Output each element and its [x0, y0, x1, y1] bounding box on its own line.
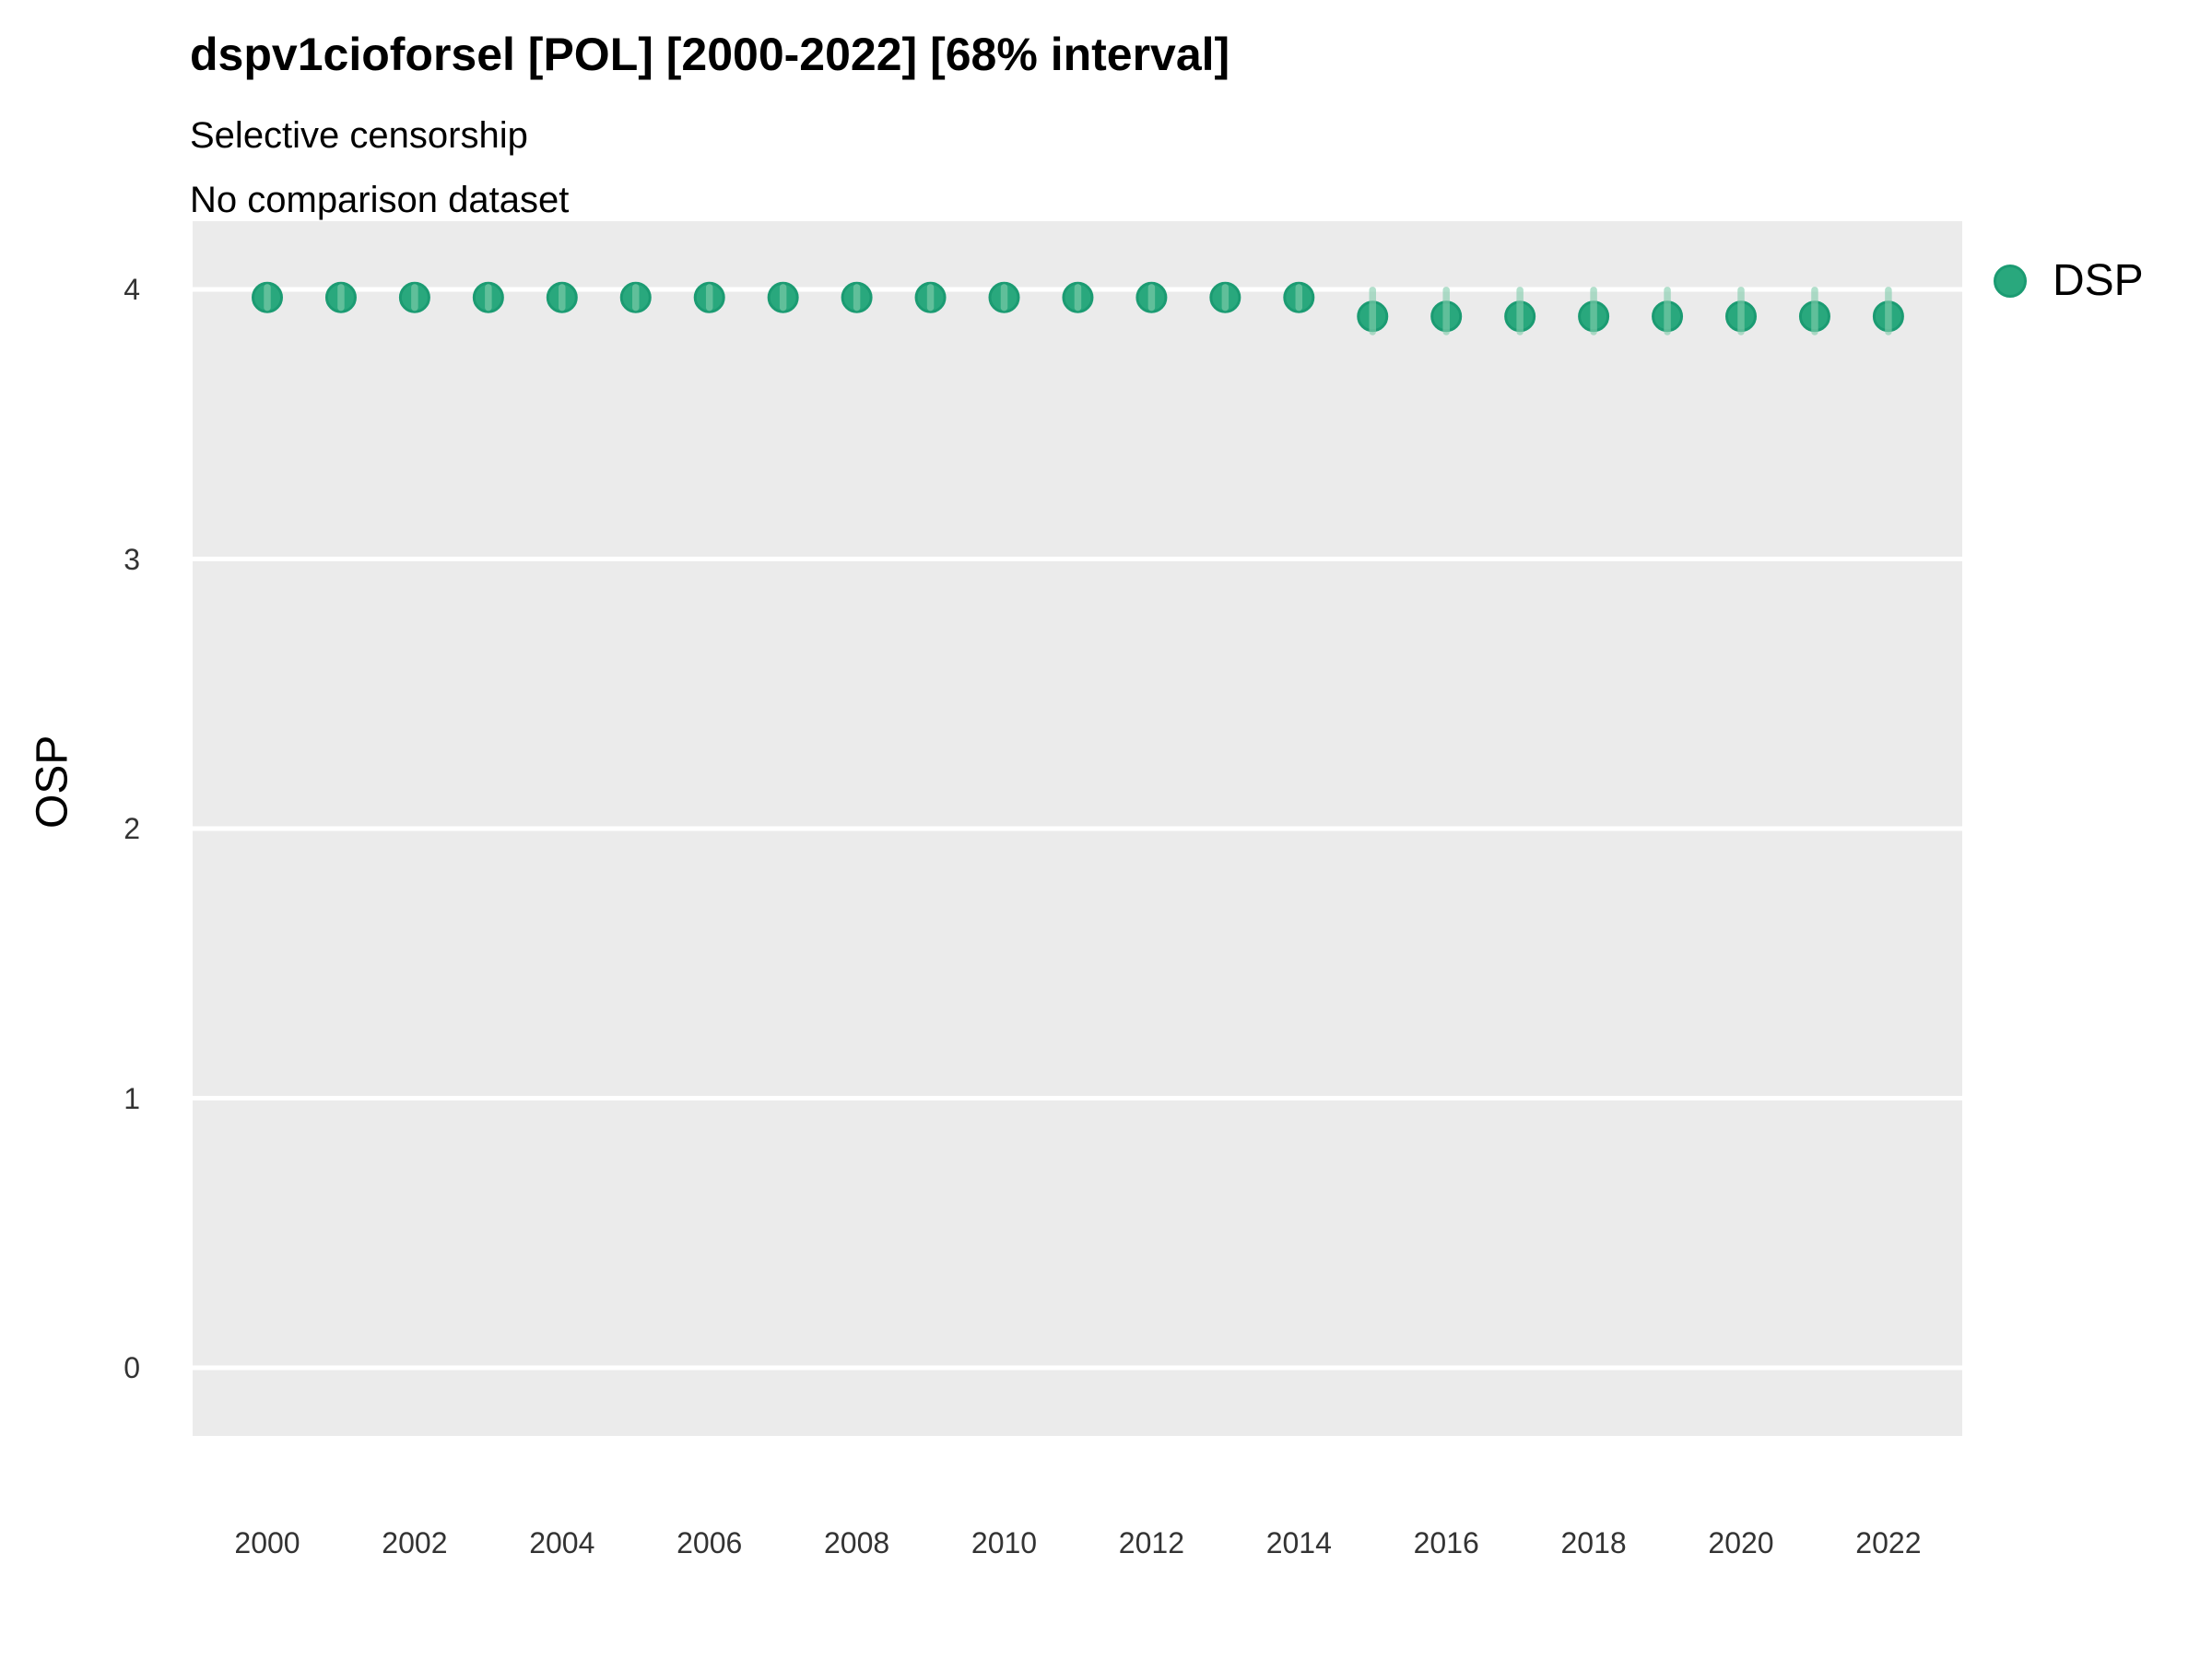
chart-title: dspv1cioforsel [POL] [2000-2022] [68% in…	[190, 29, 1230, 80]
interval-bar-DSP-2011	[1074, 284, 1082, 312]
gridline-y-1	[193, 1096, 1962, 1100]
interval-bar-DSP-2000	[264, 284, 271, 312]
x-tick-label-2018: 2018	[1560, 1526, 1627, 1559]
interval-bar-DSP-2014	[1295, 284, 1303, 312]
y-tick-label-1: 1	[124, 1081, 140, 1115]
interval-bar-DSP-2022	[1885, 287, 1892, 335]
interval-bar-DSP-2006	[705, 284, 713, 312]
x-tick-label-2012: 2012	[1118, 1526, 1184, 1559]
interval-bar-DSP-2015	[1369, 287, 1376, 335]
y-tick-label-4: 4	[124, 273, 140, 306]
chart-subtitle: Selective censorship No comparison datas…	[190, 103, 569, 232]
plot-panel	[193, 221, 1962, 1436]
legend: DSP	[1994, 259, 2144, 303]
gridline-y-2	[193, 826, 1962, 831]
x-tick-label-2004: 2004	[529, 1526, 595, 1559]
x-tick-label-2020: 2020	[1708, 1526, 1774, 1559]
y-tick-label-2: 2	[124, 812, 140, 845]
x-tick-label-2010: 2010	[971, 1526, 1038, 1559]
x-tick-label-2016: 2016	[1413, 1526, 1479, 1559]
chart-subtitle-line-1: Selective censorship	[190, 115, 528, 156]
legend-item-label: DSP	[2053, 256, 2144, 305]
interval-bar-DSP-2003	[485, 284, 492, 312]
interval-bar-DSP-2017	[1516, 287, 1524, 335]
gridline-y-3	[193, 557, 1962, 561]
y-tick-label-0: 0	[124, 1351, 140, 1384]
legend-point-icon	[1994, 265, 2027, 298]
x-tick-label-2014: 2014	[1265, 1526, 1332, 1559]
interval-bar-DSP-2010	[1000, 284, 1008, 312]
interval-bar-DSP-2007	[779, 284, 787, 312]
x-tick-label-2000: 2000	[234, 1526, 300, 1559]
gridline-y-0	[193, 1365, 1962, 1371]
x-tick-label-2022: 2022	[1855, 1526, 1922, 1559]
x-tick-label-2002: 2002	[382, 1526, 448, 1559]
chart-subtitle-line-2: No comparison dataset	[190, 180, 570, 220]
interval-bar-DSP-2005	[632, 284, 640, 312]
interval-bar-DSP-2019	[1664, 287, 1671, 335]
interval-bar-DSP-2018	[1590, 287, 1597, 335]
interval-bar-DSP-2001	[337, 284, 345, 312]
interval-bar-DSP-2016	[1442, 287, 1450, 335]
x-tick-label-2006: 2006	[677, 1526, 743, 1559]
interval-bar-DSP-2013	[1221, 284, 1230, 312]
interval-bar-DSP-2012	[1147, 284, 1156, 312]
interval-bar-DSP-2009	[926, 284, 935, 312]
y-tick-label-3: 3	[124, 542, 140, 576]
interval-bar-DSP-2020	[1737, 287, 1745, 335]
interval-bar-DSP-2021	[1811, 287, 1818, 335]
plot-canvas	[193, 281, 1962, 1371]
interval-bar-DSP-2002	[411, 284, 418, 312]
x-tick-label-2008: 2008	[824, 1526, 890, 1559]
interval-bar-DSP-2008	[853, 284, 861, 312]
interval-bar-DSP-2004	[559, 284, 566, 312]
